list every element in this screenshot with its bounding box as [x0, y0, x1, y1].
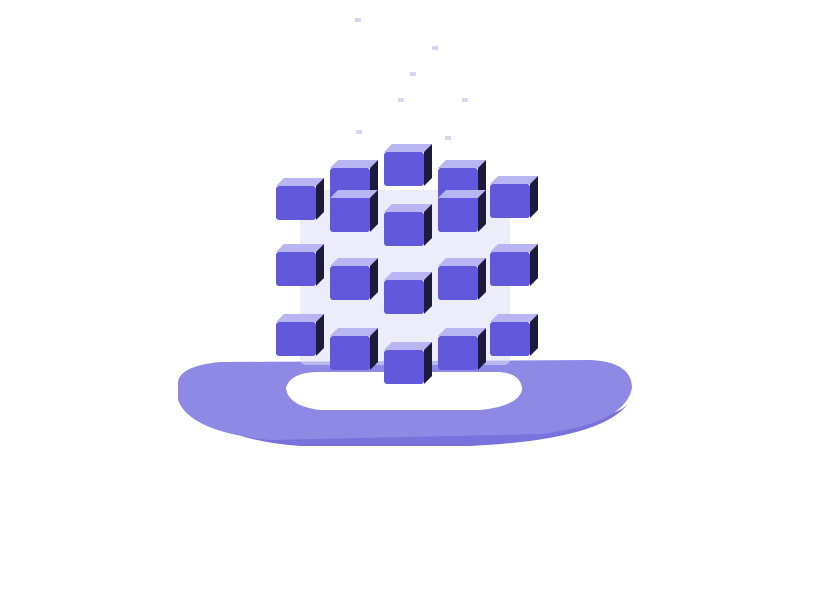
cube-grid — [276, 144, 538, 384]
cube — [276, 314, 324, 356]
cube — [490, 314, 538, 356]
cube — [384, 342, 432, 384]
cube — [384, 272, 432, 314]
cube — [384, 204, 432, 246]
cube — [438, 328, 486, 370]
speck — [398, 98, 404, 102]
speck — [462, 98, 468, 102]
cube — [490, 244, 538, 286]
speck — [355, 18, 361, 22]
cube — [384, 144, 432, 186]
cube — [330, 258, 378, 300]
cube — [276, 244, 324, 286]
base-platform — [178, 360, 632, 446]
cube — [438, 190, 486, 232]
speck — [432, 46, 438, 50]
cube — [438, 258, 486, 300]
cube — [330, 190, 378, 232]
decorative-specks — [355, 18, 468, 140]
cube — [276, 178, 324, 220]
cube — [490, 176, 538, 218]
cube — [330, 328, 378, 370]
speck — [445, 136, 451, 140]
platform-center-hole — [286, 372, 522, 410]
speck — [410, 72, 416, 76]
speck — [356, 130, 362, 134]
